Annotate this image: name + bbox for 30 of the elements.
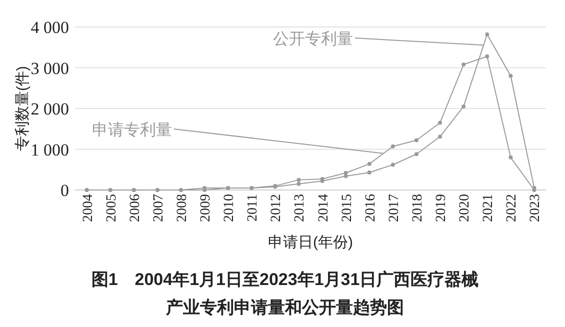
x-tick-label: 2004 [80, 194, 96, 222]
x-tick-label: 2011 [246, 194, 261, 222]
x-tick-label: 2018 [410, 194, 426, 222]
x-tick-label: 2010 [222, 194, 238, 222]
y-tick-label: 1 000 [30, 140, 69, 160]
x-tick-label: 2005 [104, 194, 120, 222]
x-tick-label: 2021 [481, 194, 496, 222]
x-axis-title: 申请日(年份) [268, 234, 353, 251]
y-axis-title: 专利数量(件) [14, 66, 31, 151]
x-tick-label: 2006 [128, 194, 143, 222]
x-tick-label: 2013 [292, 194, 308, 222]
x-tick-label: 2020 [458, 194, 473, 222]
x-tick-label: 2023 [528, 194, 544, 222]
x-tick-label: 2008 [174, 194, 190, 222]
y-tick-label: 3 000 [30, 58, 69, 78]
x-tick-label: 2009 [198, 194, 214, 222]
y-tick-label: 4 000 [30, 18, 69, 37]
x-tick-label: 2016 [363, 194, 378, 222]
y-tick-label: 2 000 [30, 100, 69, 118]
text: 公开专利量 [273, 30, 353, 48]
x-tick-label: 2022 [504, 194, 520, 222]
x-tick-label: 2012 [269, 194, 284, 222]
y-tick-label: 0 [60, 181, 69, 200]
text: 图1 2004年1月1日至2023年1月31日广西医疗器械产业专利申请量和公开量趋势图 [90, 269, 480, 319]
x-tick-label: 2019 [434, 194, 450, 222]
x-tick-label: 2014 [316, 194, 332, 222]
x-tick-label: 2015 [340, 194, 355, 222]
x-tick-label: 2017 [386, 194, 402, 222]
text: 申请专利量 [92, 121, 172, 139]
x-tick-label: 2007 [151, 194, 166, 222]
